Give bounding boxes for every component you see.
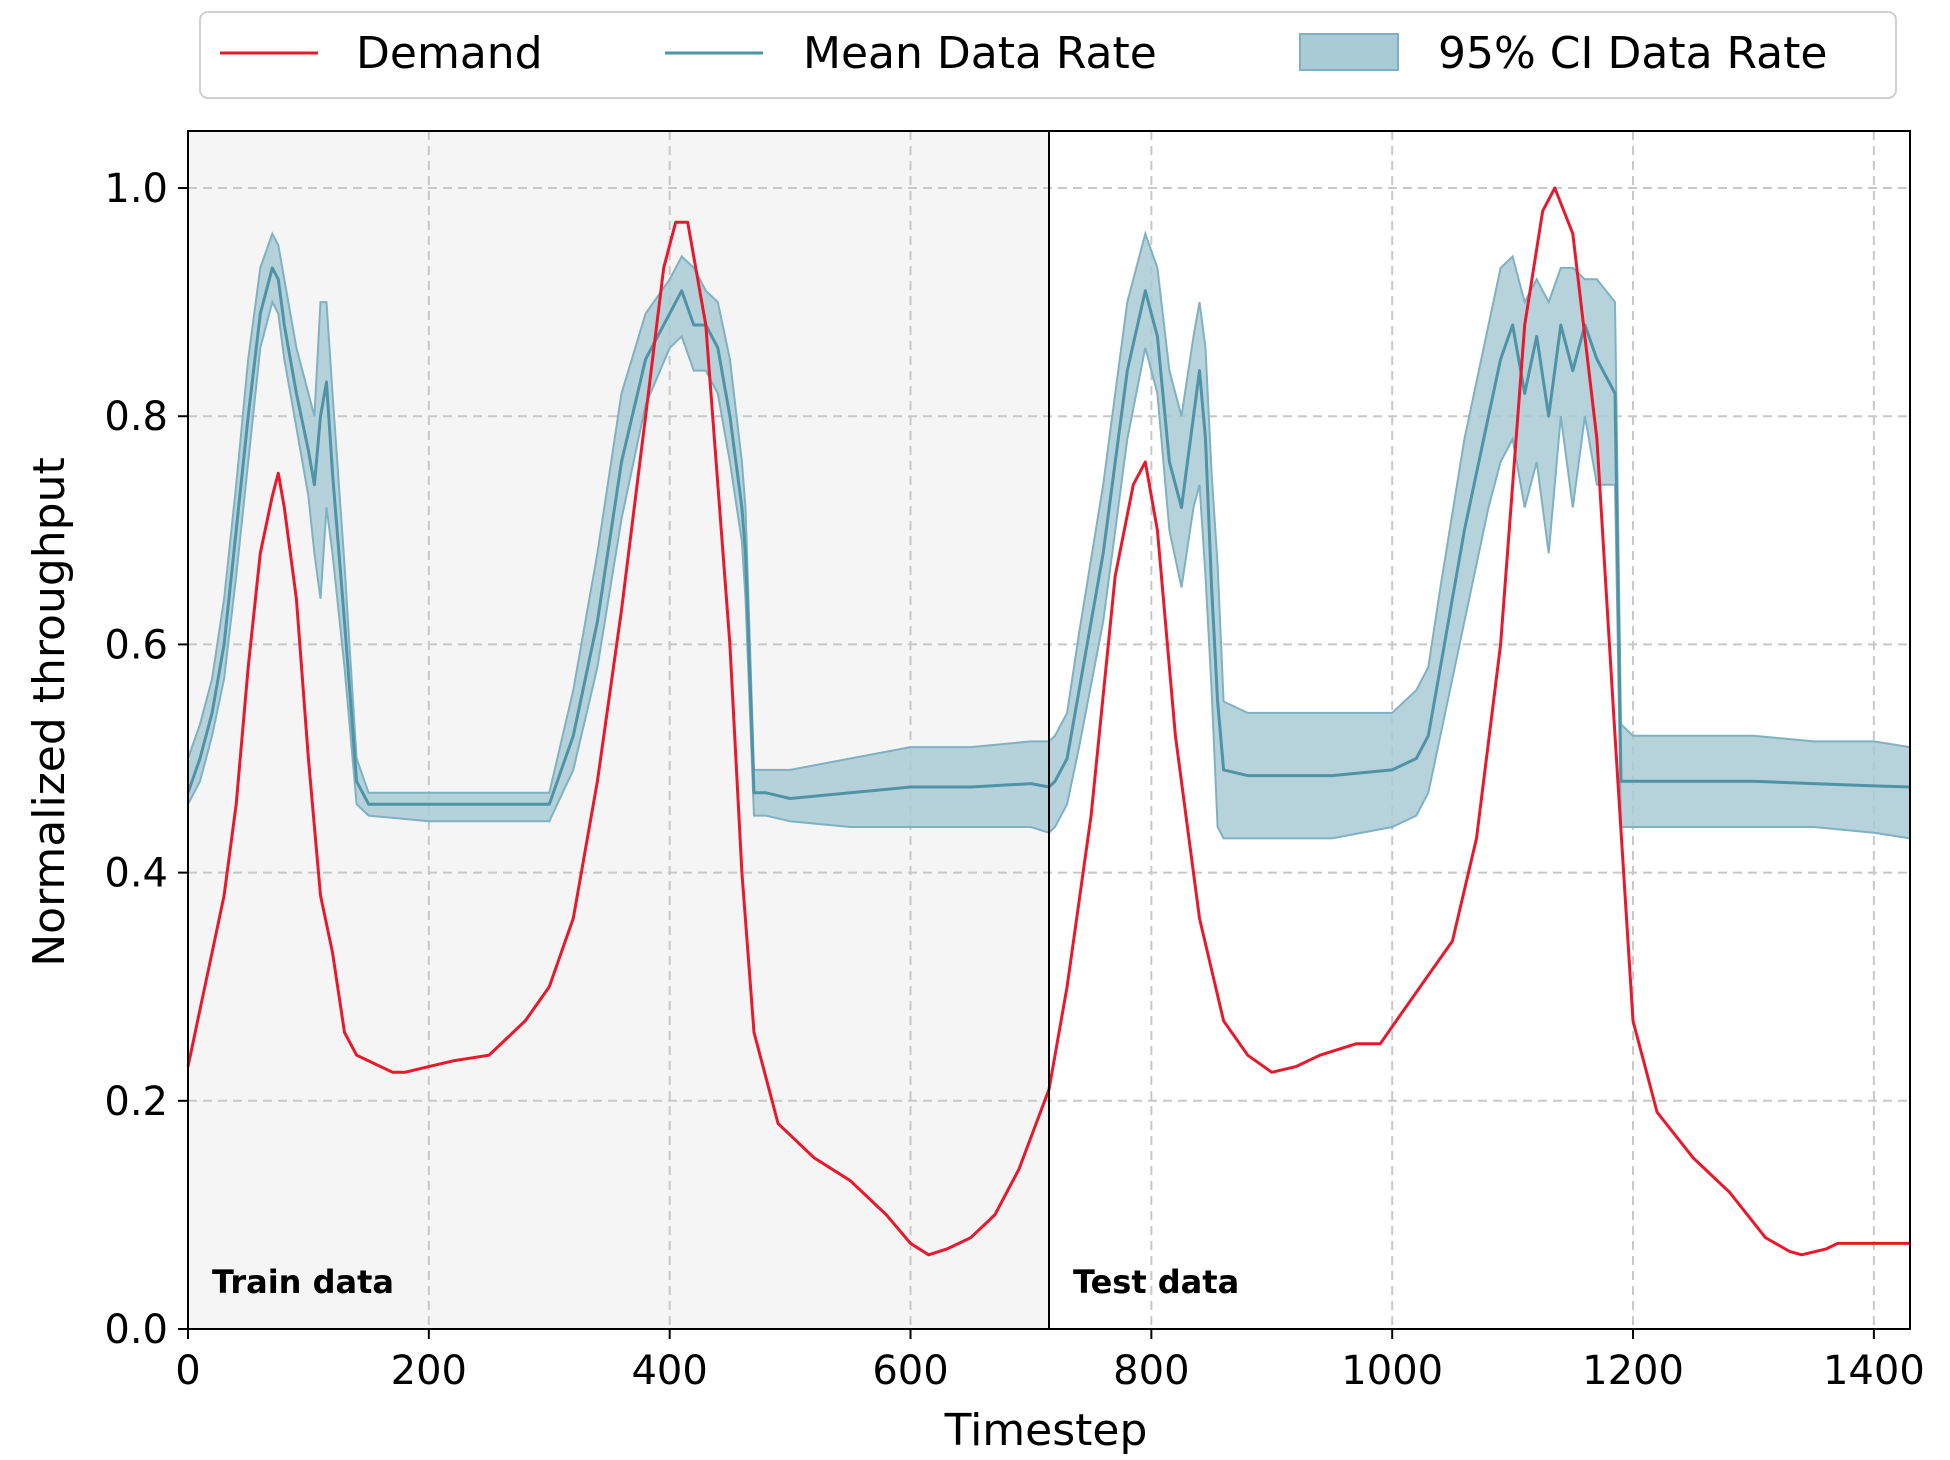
y-axis: 0.0 0.2 0.4 0.6 0.8 1.0 [104,166,188,1353]
legend-label-ci: 95% CI Data Rate [1438,28,1827,79]
x-axis-title: Timestep [944,1405,1148,1456]
y-tick-label-0: 0.0 [104,1307,168,1353]
legend-swatch-ci [1299,33,1399,71]
legend: Demand Mean Data Rate 95% CI Data Rate [199,11,1897,99]
x-tick-label-1200: 1200 [1582,1348,1684,1394]
x-tick-label-400: 400 [631,1348,707,1394]
legend-label-mean: Mean Data Rate [803,28,1157,79]
y-tick-label-1: 1.0 [104,166,168,212]
x-tick-label-600: 600 [872,1348,948,1394]
y-axis-title: Normalized throughput [24,457,75,966]
x-tick-label-800: 800 [1113,1348,1189,1394]
legend-label-demand: Demand [356,28,543,79]
y-tick-label-0.2: 0.2 [104,1079,168,1125]
x-tick-label-1000: 1000 [1341,1348,1443,1394]
y-tick-label-0.4: 0.4 [104,851,168,897]
legend-frame [199,11,1897,99]
y-tick-label-0.8: 0.8 [104,394,168,440]
demand-line [186,186,1910,1257]
demand-path [186,186,1910,1257]
region-label-train: Train data [212,1263,394,1301]
x-axis: 0 200 400 600 800 1000 1200 1400 [175,1329,1925,1394]
plot-frame [187,130,1911,1330]
x-tick-label-0: 0 [175,1348,200,1394]
y-tick-label-0.6: 0.6 [104,622,168,668]
train-region-background [188,131,1049,1329]
region-label-test: Test data [1073,1263,1239,1301]
x-tick-label-1400: 1400 [1823,1348,1925,1394]
x-tick-label-200: 200 [391,1348,467,1394]
